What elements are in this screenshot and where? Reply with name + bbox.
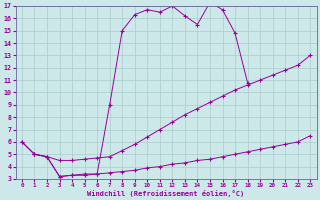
X-axis label: Windchill (Refroidissement éolien,°C): Windchill (Refroidissement éolien,°C) xyxy=(87,190,245,197)
